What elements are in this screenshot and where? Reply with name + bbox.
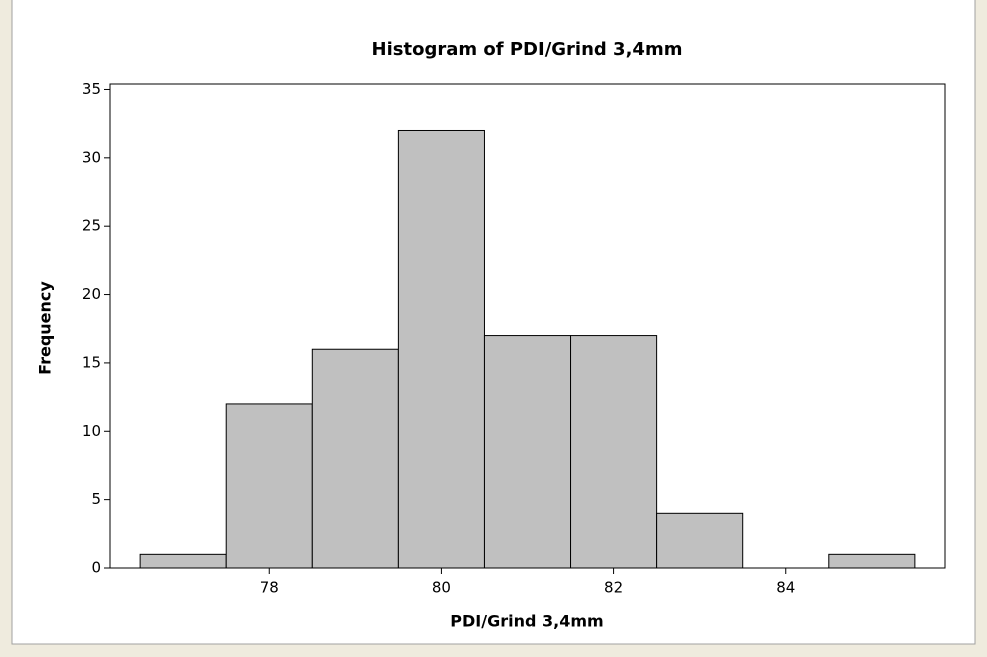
y-tick-label: 0	[91, 559, 101, 577]
y-tick-label: 25	[82, 217, 101, 235]
x-tick-label: 84	[776, 579, 795, 597]
x-axis-label: PDI/Grind 3,4mm	[450, 612, 603, 631]
chart-title: Histogram of PDI/Grind 3,4mm	[372, 39, 683, 60]
bar	[139, 553, 227, 569]
y-tick-label: 5	[91, 490, 101, 508]
x-tick-label: 78	[260, 579, 279, 597]
y-tick-label: 10	[82, 422, 101, 440]
bar	[225, 403, 313, 569]
bar	[656, 512, 744, 569]
bar	[311, 348, 399, 569]
y-tick-label: 30	[82, 148, 101, 166]
bar	[397, 129, 485, 569]
bar	[828, 553, 916, 569]
bar	[570, 335, 658, 569]
y-tick-label: 15	[82, 353, 101, 371]
y-tick-label: 35	[82, 80, 101, 98]
bar	[483, 335, 572, 569]
y-axis-label: Frequency	[36, 281, 55, 375]
y-tick-label: 20	[82, 285, 101, 303]
x-tick-label: 82	[604, 579, 623, 597]
x-tick-label: 80	[432, 579, 451, 597]
